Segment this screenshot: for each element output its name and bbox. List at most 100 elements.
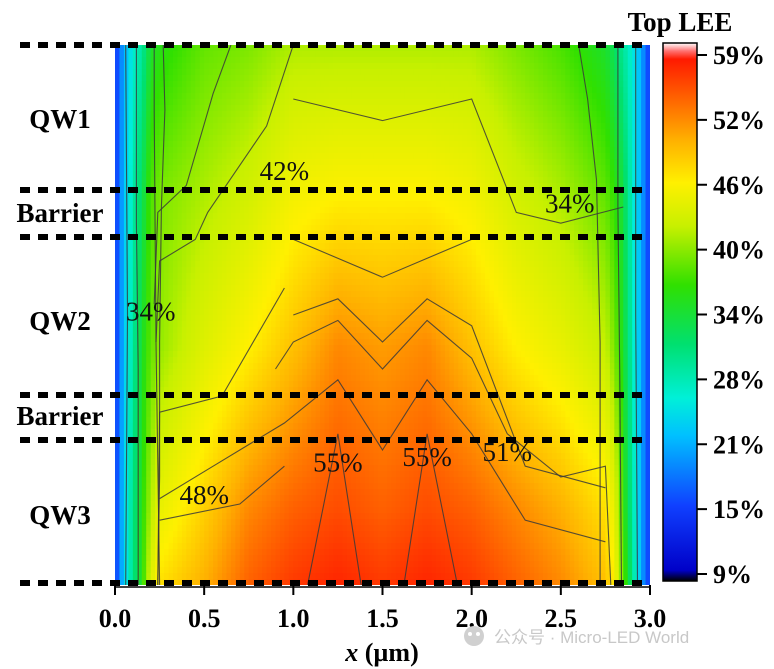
heatmap-cell — [208, 51, 214, 58]
heatmap-cell — [427, 195, 433, 202]
heatmap-cell — [436, 213, 442, 220]
heatmap-cell — [320, 201, 326, 208]
heatmap-cell — [386, 267, 393, 274]
heatmap-cell — [551, 123, 557, 130]
heatmap-cell — [422, 63, 428, 70]
heatmap-cell — [551, 75, 557, 82]
heatmap-cell — [177, 129, 183, 136]
heatmap-cell — [623, 171, 629, 178]
heatmap-cell — [168, 141, 174, 148]
heatmap-cell — [596, 63, 602, 70]
heatmap-cell — [337, 117, 343, 124]
heatmap-cell — [275, 201, 281, 208]
heatmap-cell — [427, 237, 433, 244]
heatmap-cell — [119, 255, 125, 262]
heatmap-cell — [623, 141, 629, 148]
heatmap-cell — [181, 117, 187, 124]
heatmap-cell — [543, 153, 549, 160]
heatmap-cell — [431, 153, 437, 160]
heatmap-cell — [342, 153, 348, 160]
heatmap-cell — [400, 159, 406, 166]
heatmap-cell — [480, 213, 486, 220]
heatmap-cell — [115, 159, 121, 166]
heatmap-cell — [311, 75, 317, 82]
heatmap-cell — [266, 189, 272, 196]
heatmap-cell — [529, 153, 535, 160]
heatmap-cell — [150, 243, 156, 250]
heatmap-cell — [342, 273, 348, 280]
heatmap-cell — [204, 195, 210, 202]
heatmap-cell — [413, 75, 419, 82]
heatmap-cell — [141, 105, 147, 112]
heatmap-cell — [627, 135, 633, 142]
heatmap-cell — [337, 129, 343, 136]
heatmap-cell — [569, 69, 575, 76]
heatmap-cell — [222, 195, 228, 202]
heatmap-cell — [569, 111, 575, 118]
heatmap-cell — [609, 201, 615, 208]
heatmap-cell — [578, 165, 584, 172]
heatmap-cell — [208, 75, 214, 82]
heatmap-cell — [444, 255, 450, 262]
heatmap-cell — [543, 165, 549, 172]
heatmap-cell — [222, 105, 228, 112]
heatmap-cell — [244, 189, 250, 196]
heatmap-cell — [297, 273, 303, 280]
heatmap-cell — [449, 93, 455, 100]
heatmap-cell — [271, 123, 277, 130]
heatmap-cell — [164, 285, 170, 292]
heatmap-cell — [480, 105, 486, 112]
heatmap-cell — [293, 195, 299, 202]
heatmap-cell — [369, 273, 375, 280]
heatmap-cell — [248, 81, 254, 88]
heatmap-cell — [467, 273, 473, 280]
heatmap-cell — [418, 291, 424, 298]
heatmap-cell — [551, 63, 557, 70]
heatmap-cell — [569, 273, 575, 280]
heatmap-cell — [271, 147, 277, 154]
heatmap-cell — [342, 219, 348, 226]
heatmap-cell — [614, 219, 620, 226]
heatmap-cell — [453, 45, 459, 52]
heatmap-cell — [453, 153, 459, 160]
heatmap-cell — [266, 291, 272, 298]
heatmap-cell — [123, 267, 129, 274]
heatmap-cell — [226, 153, 232, 160]
heatmap-cell — [128, 45, 134, 52]
heatmap-cell — [547, 63, 553, 70]
heatmap-cell — [471, 261, 477, 268]
heatmap-cell — [146, 87, 152, 94]
heatmap-cell — [329, 135, 335, 142]
heatmap-cell — [369, 225, 375, 232]
heatmap-cell — [244, 147, 250, 154]
heatmap-cell — [279, 249, 286, 256]
heatmap-cell — [382, 105, 388, 112]
heatmap-cell — [128, 177, 134, 184]
heatmap-cell — [199, 183, 205, 190]
heatmap-cell — [641, 159, 647, 166]
heatmap-cell — [315, 57, 321, 64]
heatmap-cell — [128, 249, 134, 256]
heatmap-cell — [302, 267, 308, 274]
heatmap-cell — [391, 195, 397, 202]
heatmap-cell — [467, 159, 473, 166]
heatmap-cell — [342, 267, 348, 274]
heatmap-cell — [404, 69, 410, 76]
heatmap-cell — [641, 189, 647, 196]
heatmap-cell — [297, 93, 303, 100]
heatmap-cell — [302, 177, 308, 184]
heatmap-cell — [444, 213, 450, 220]
heatmap-cell — [279, 117, 286, 124]
heatmap-cell — [311, 273, 317, 280]
heatmap-cell — [569, 57, 575, 64]
heatmap-cell — [311, 45, 317, 52]
heatmap-cell — [222, 285, 228, 292]
heatmap-cell — [146, 45, 152, 52]
heatmap-cell — [172, 219, 179, 226]
heatmap-cell — [502, 129, 508, 136]
heatmap-cell — [306, 135, 312, 142]
heatmap-cell — [458, 69, 464, 76]
heatmap-cell — [632, 51, 638, 58]
heatmap-cell — [498, 51, 504, 58]
heatmap-cell — [386, 183, 393, 190]
